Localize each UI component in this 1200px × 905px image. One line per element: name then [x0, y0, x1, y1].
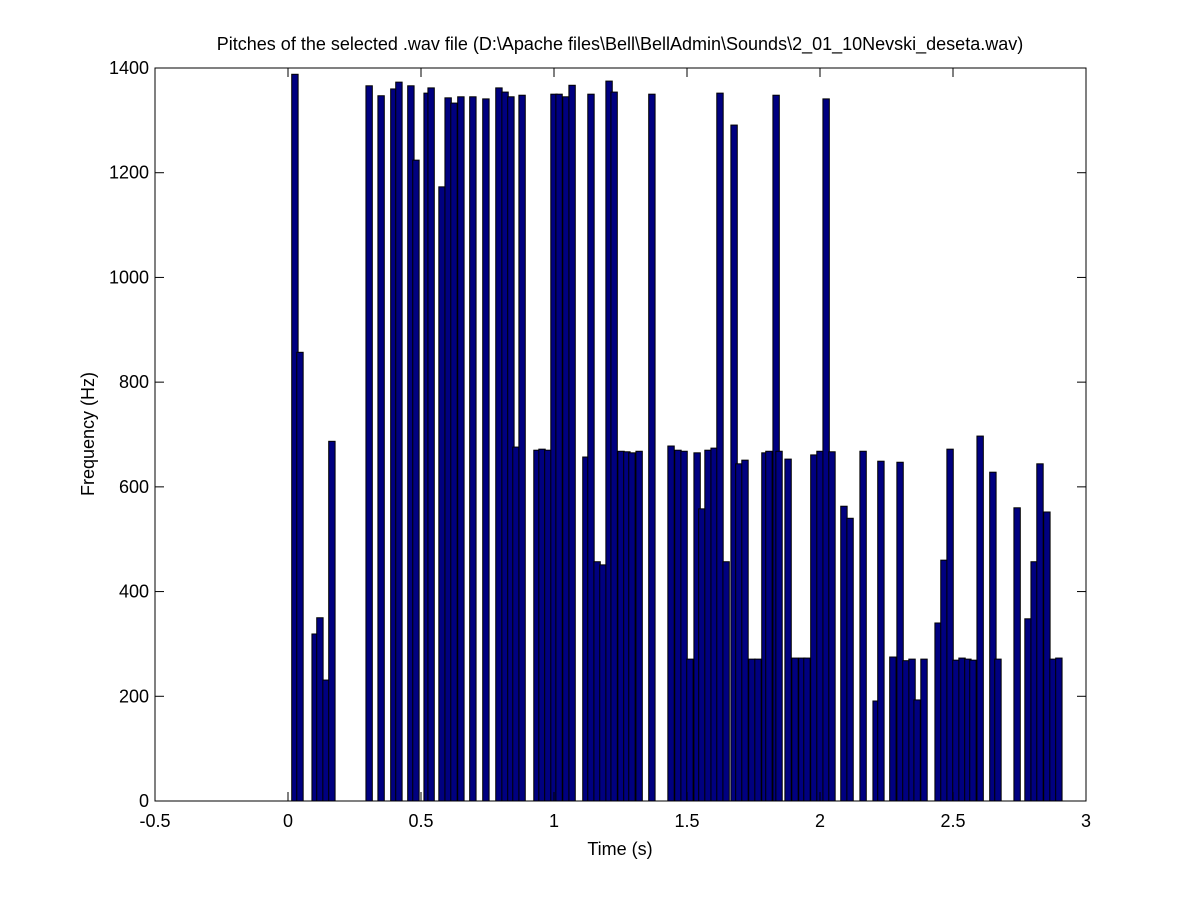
bar [748, 658, 756, 802]
bar [803, 657, 811, 802]
bar [877, 460, 885, 802]
bar [495, 87, 503, 802]
bar [846, 517, 854, 802]
bar [1024, 618, 1032, 802]
x-tick-label: 1.5 [674, 811, 699, 831]
bar [698, 508, 706, 802]
bar [518, 94, 526, 802]
bar [976, 435, 984, 802]
bar [859, 450, 867, 802]
bar [296, 351, 304, 802]
y-axis-label: Frequency (Hz) [78, 372, 98, 496]
bar [568, 84, 576, 802]
bar [648, 93, 656, 802]
bar [395, 81, 403, 802]
bar [587, 93, 595, 802]
bar [775, 450, 783, 802]
bar [686, 658, 694, 802]
bar [828, 451, 836, 802]
x-tick-label: 0 [283, 811, 293, 831]
bar [994, 658, 1002, 802]
bar [902, 660, 910, 802]
x-tick-label: 2 [815, 811, 825, 831]
bar [913, 699, 921, 802]
bar [482, 98, 490, 802]
bar [889, 656, 897, 802]
bar [940, 559, 948, 802]
bar [1013, 507, 1021, 802]
bar [722, 561, 730, 802]
bar [316, 617, 324, 802]
bar [438, 186, 446, 802]
bar [667, 445, 675, 802]
bar [555, 93, 563, 802]
bar [969, 659, 977, 802]
y-tick-label: 400 [119, 582, 149, 602]
y-tick-label: 800 [119, 372, 149, 392]
y-tick-label: 600 [119, 477, 149, 497]
bar [1036, 463, 1044, 802]
bar [328, 440, 336, 802]
bar [1043, 511, 1051, 802]
bar [952, 659, 960, 802]
x-tick-label: 0.5 [408, 811, 433, 831]
x-tick-label: 2.5 [940, 811, 965, 831]
y-tick-label: 1200 [109, 163, 149, 183]
bar [365, 85, 373, 802]
bar [599, 564, 607, 802]
bar [791, 657, 799, 802]
x-tick-label: 3 [1081, 811, 1091, 831]
bar [735, 463, 743, 802]
bar [427, 87, 435, 802]
bar [810, 454, 818, 802]
bar [377, 95, 385, 802]
chart-title: Pitches of the selected .wav file (D:\Ap… [217, 34, 1023, 55]
bar [562, 96, 570, 802]
bar [716, 92, 724, 802]
y-tick-label: 1000 [109, 267, 149, 287]
axes-box [154, 67, 1087, 802]
y-tick-label: 200 [119, 686, 149, 706]
bar [920, 658, 928, 802]
bar [741, 459, 749, 802]
bar [1055, 657, 1063, 802]
bar [784, 458, 792, 802]
bar [765, 450, 773, 802]
bar [840, 505, 848, 802]
bar [704, 449, 712, 802]
x-tick-label: -0.5 [139, 811, 170, 831]
bar [544, 449, 552, 802]
y-tick-label: 1400 [109, 58, 149, 78]
bar [610, 91, 618, 802]
bar [635, 450, 643, 802]
y-tick-label: 0 [139, 791, 149, 811]
bar [754, 658, 762, 802]
x-axis-label: Time (s) [587, 839, 652, 859]
bar [674, 449, 682, 802]
bar [412, 159, 420, 802]
bar [628, 452, 636, 802]
bar [816, 450, 824, 802]
bar [512, 446, 520, 802]
bar [469, 96, 477, 802]
bar [457, 96, 465, 802]
bar [450, 102, 458, 802]
x-tick-label: 1 [549, 811, 559, 831]
